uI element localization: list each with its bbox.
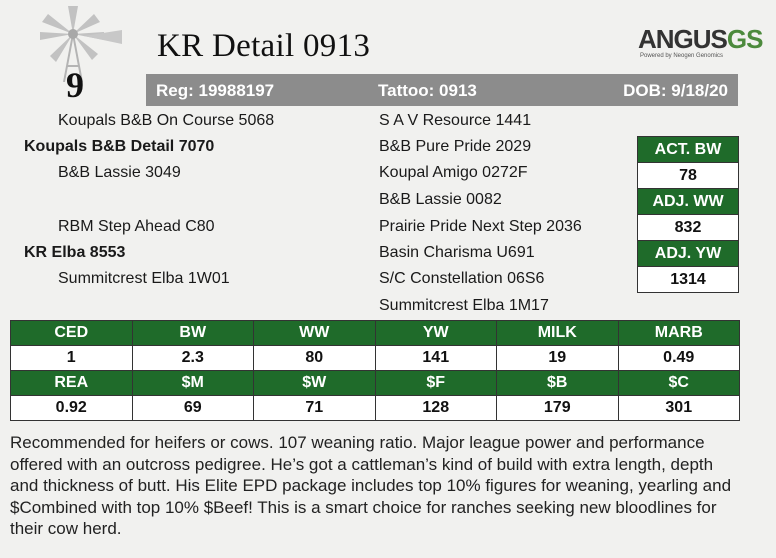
registration-number: Reg: 19988197 [156,81,275,100]
epd-header: BW [131,320,254,346]
lot-number: 9 [66,65,84,105]
epd-header: WW [253,320,376,346]
adj-yw-value: 1314 [637,266,739,293]
epd-header: $C [617,370,740,396]
epd-value: 71 [253,395,376,421]
act-bw-value: 78 [637,162,739,189]
windmill-icon [40,6,122,82]
epd-value-row-1: 1 2.3 80 141 19 0.49 [10,345,740,371]
epd-value: 1 [10,345,133,371]
epd-value: 128 [374,395,497,421]
epd-value: 80 [253,345,376,371]
actual-weights-table: ACT. BW 78 ADJ. WW 832 ADJ. YW 1314 [637,136,739,293]
epd-value: 2.3 [131,345,254,371]
pedigree-great-grand-3: Koupal Amigo 0272F [379,164,528,181]
pedigree-sire-sire: Koupals B&B On Course 5068 [58,112,275,129]
epd-value: 179 [496,395,619,421]
act-bw-label: ACT. BW [637,136,739,163]
pedigree-great-grand-2: B&B Pure Pride 2029 [379,138,532,155]
epd-value: 301 [617,395,740,421]
page-title: KR Detail 0913 [157,28,371,64]
logo-accent-text: GS [726,24,764,54]
date-of-birth: DOB: 9/18/20 [623,81,728,100]
epd-value: 141 [374,345,497,371]
pedigree-great-grand-7: S/C Constellation 06S6 [379,270,545,287]
epd-table: CED BW WW YW MILK MARB 1 2.3 80 141 19 0… [10,320,740,421]
adj-ww-label: ADJ. WW [637,188,739,215]
pedigree-great-grand-1: S A V Resource 1441 [379,112,532,129]
adj-yw-label: ADJ. YW [637,240,739,267]
epd-header: MILK [496,320,619,346]
pedigree-great-grand-5: Prairie Pride Next Step 2036 [379,218,582,235]
epd-value-row-2: 0.92 69 71 128 179 301 [10,395,740,421]
epd-header: REA [10,370,133,396]
tattoo: Tattoo: 0913 [378,81,477,100]
epd-header: YW [374,320,497,346]
epd-header: CED [10,320,133,346]
adj-ww-value: 832 [637,214,739,241]
pedigree-sire: Koupals B&B Detail 7070 [24,138,215,155]
pedigree-great-grand-8: Summitcrest Elba 1M17 [379,297,549,314]
logo-tagline: Powered by Neogen Genomics [640,53,724,59]
epd-header: $M [131,370,254,396]
epd-header: $B [496,370,619,396]
angus-gs-logo: ANGUSGS Powered by Neogen Genomics [638,24,763,64]
epd-header-row-2: REA $M $W $F $B $C [10,370,740,396]
epd-header: $F [374,370,497,396]
epd-value: 0.92 [10,395,133,421]
epd-value: 69 [131,395,254,421]
epd-value: 19 [496,345,619,371]
epd-header-row-1: CED BW WW YW MILK MARB [10,320,740,346]
epd-value: 0.49 [617,345,740,371]
epd-header: $W [253,370,376,396]
pedigree-dam-dam: Summitcrest Elba 1W01 [58,270,230,287]
description: Recommended for heifers or cows. 107 wea… [10,433,732,538]
pedigree-great-grand-6: Basin Charisma U691 [379,244,535,261]
pedigree-sire-dam: B&B Lassie 3049 [58,164,181,181]
pedigree-dam-sire: RBM Step Ahead C80 [58,218,215,235]
epd-header: MARB [617,320,740,346]
info-bar: Reg: 19988197 Tattoo: 0913 DOB: 9/18/20 [146,74,738,106]
pedigree-dam: KR Elba 8553 [24,244,126,261]
pedigree-great-grand-4: B&B Lassie 0082 [379,191,502,208]
logo-main-text: ANGUS [638,24,728,54]
